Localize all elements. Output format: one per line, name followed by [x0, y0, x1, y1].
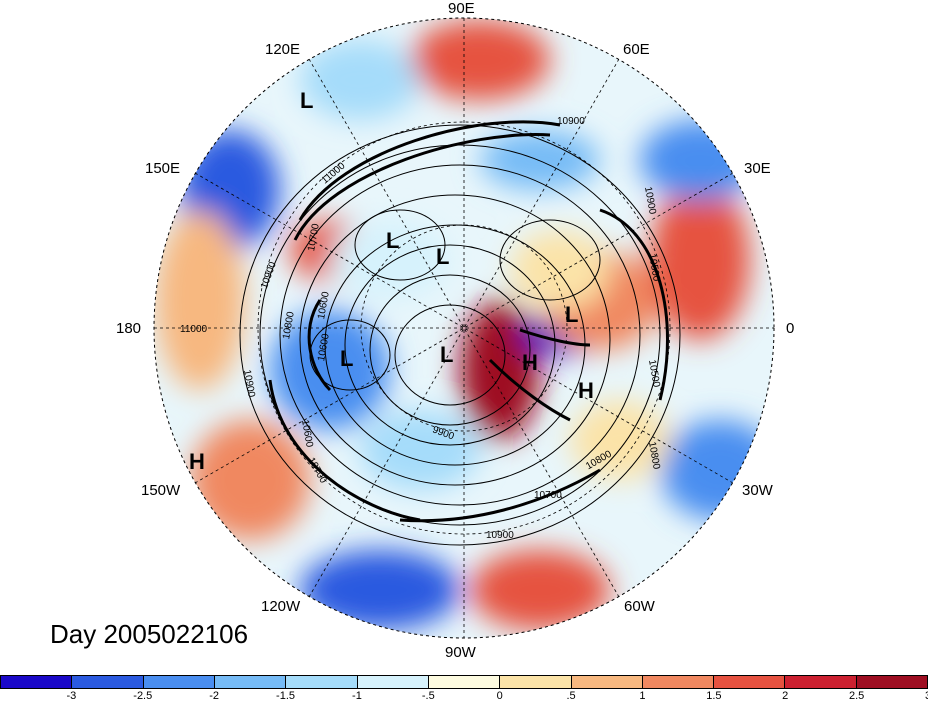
- colorbar-tick-label: -3: [66, 690, 77, 702]
- colorbar-tick-label: 2.5: [848, 690, 865, 702]
- high-pressure-label: H: [189, 449, 205, 474]
- colorbar-box: [714, 675, 786, 689]
- colorbar-tick-label: 1: [639, 690, 646, 702]
- high-pressure-label: H: [578, 378, 594, 403]
- colorbar-box: [500, 675, 572, 689]
- colorbar-tick-label: 0: [496, 690, 503, 702]
- low-pressure-label: L: [440, 342, 454, 367]
- contour-label: 10900: [557, 116, 585, 127]
- contour-label: 10900: [486, 530, 514, 541]
- anomaly-field: [154, 18, 774, 638]
- lon-label-150w: 150W: [141, 482, 181, 499]
- colorbar-box: [0, 675, 73, 689]
- high-pressure-label: H: [522, 350, 538, 375]
- lon-label-120w: 120W: [261, 598, 301, 615]
- colorbar-box: [785, 675, 857, 689]
- colorbar: [0, 675, 928, 689]
- lon-label-90w: 90W: [445, 644, 476, 661]
- colorbar-tick-label: -1: [352, 690, 362, 702]
- contour-label: 10700: [534, 490, 562, 501]
- low-pressure-label: L: [386, 228, 400, 253]
- lon-label-150e: 150E: [145, 160, 181, 177]
- colorbar-box: [72, 675, 144, 689]
- date-title: Day 2005022106: [50, 619, 249, 649]
- low-pressure-label: L: [565, 302, 579, 327]
- colorbar-tick-label: -.5: [421, 690, 435, 702]
- colorbar-box: [642, 675, 715, 689]
- colorbar-tick-label: 1.5: [706, 690, 722, 702]
- colorbar-box: [571, 675, 643, 689]
- colorbar-box: [214, 675, 287, 689]
- colorbar-tick-label: -2.5: [133, 690, 153, 702]
- low-pressure-label: L: [300, 88, 314, 113]
- low-pressure-label: L: [436, 244, 450, 269]
- low-pressure-label: L: [340, 346, 354, 371]
- colorbar-box: [856, 675, 928, 689]
- lon-label-60e: 60E: [623, 41, 650, 58]
- lon-label-180: 180: [116, 320, 142, 337]
- colorbar-tick-label: .5: [566, 690, 576, 702]
- colorbar-tick-label: 2: [782, 690, 789, 702]
- colorbar-box: [286, 675, 358, 689]
- lon-label-60w: 60W: [624, 598, 655, 615]
- lon-label-30e: 30E: [744, 160, 771, 177]
- colorbar-box: [357, 675, 429, 689]
- lon-label-30w: 30W: [742, 482, 773, 499]
- colorbar-tick-label: 3: [925, 690, 928, 702]
- lon-label-90e: 90E: [448, 0, 475, 17]
- colorbar-box: [428, 675, 501, 689]
- colorbar-box: [143, 675, 215, 689]
- lon-label-0: 0: [786, 320, 795, 337]
- colorbar-tick-label: -1.5: [276, 690, 296, 702]
- contour-label: 11000: [180, 324, 208, 335]
- map-boundary: [153, 17, 775, 639]
- lon-label-120e: 120E: [265, 41, 301, 58]
- colorbar-tick-label: -2: [209, 690, 220, 702]
